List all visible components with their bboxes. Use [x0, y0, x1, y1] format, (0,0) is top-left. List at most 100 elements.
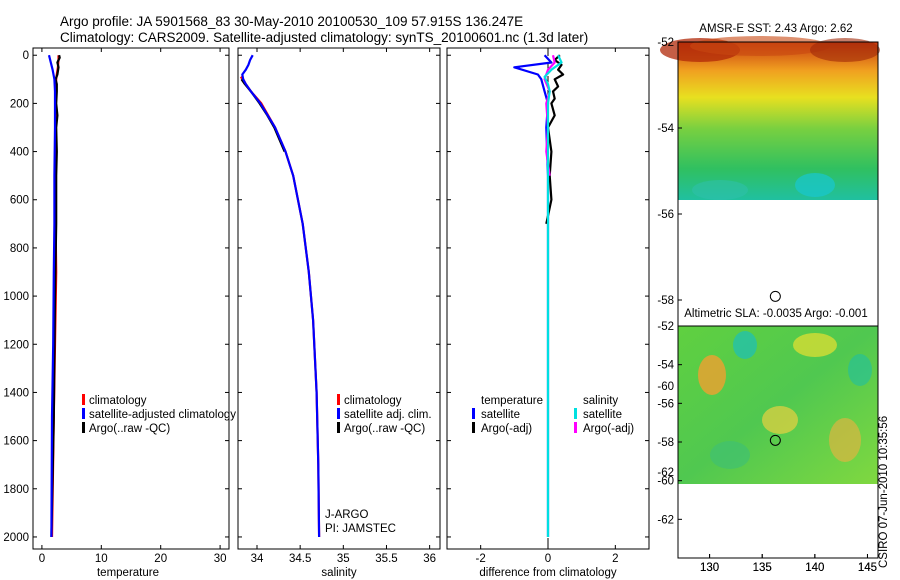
y-tick-label: 1600 — [3, 436, 29, 448]
difference-xlabel: difference from climatology — [479, 567, 616, 579]
map-x-tick-label: 145 — [858, 562, 877, 574]
legend-label-satellite: satellite adj. clim. — [344, 409, 432, 421]
legend-label-satellite: satellite-adjusted climatology — [89, 409, 236, 421]
legend-label-sal-satellite: satellite — [583, 409, 622, 421]
sst-warm-patch — [810, 38, 880, 62]
map-y-tick-label: -62 — [657, 467, 674, 479]
map-y-tick-label: -52 — [657, 37, 674, 49]
salinity-lines — [239, 54, 321, 538]
legend-swatch-sal-argo — [574, 422, 577, 433]
legend-swatch-climatology — [337, 394, 340, 405]
sla-low-patch — [848, 354, 872, 386]
series-temperature-satellite-line — [513, 54, 553, 537]
series-salinity-argo-adj-line — [543, 54, 556, 176]
x-tick-label: -2 — [476, 553, 486, 565]
y-tick-label: 600 — [10, 195, 29, 207]
legend-swatch-temp-argo — [472, 422, 475, 433]
sla-low-patch — [733, 331, 757, 359]
difference-panel: -2 0 2 difference from climatology tempera… — [446, 47, 650, 579]
y-tick-label: 1200 — [3, 339, 29, 351]
sla-high-patch — [793, 333, 837, 357]
salinity-panel: 34 34.5 35 35.5 36 salinity climatology sate… — [237, 47, 441, 579]
difference-ticks: -2 0 2 — [447, 48, 649, 565]
legend-swatch-argo — [337, 422, 340, 433]
sla-high-patch — [762, 406, 798, 434]
map-y-tick-label: -54 — [657, 360, 674, 372]
legend-label-argo: Argo(..raw -QC) — [344, 423, 425, 435]
y-tick-label: 400 — [10, 147, 29, 159]
x-tick-label: 34 — [251, 553, 264, 565]
series-satellite-adjusted-climatology-line — [47, 54, 57, 538]
y-tick-label: 800 — [10, 243, 29, 255]
sla-map-panel: Altimetric SLA: -0.0035 Argo: -0.001 130… — [657, 308, 879, 574]
sst-map-panel: AMSR-E SST: 2.43 Argo: 2.62 130 135 140 145… — [657, 23, 880, 574]
argo-float-marker — [769, 434, 781, 446]
map-x-tick-label: 135 — [753, 562, 772, 574]
profile-title: Argo profile: JA 5901568_83 30-May-2010 … — [60, 14, 524, 29]
map-y-tick-label: -52 — [657, 321, 674, 333]
legend-label-sal-argo: Argo(-adj) — [583, 423, 634, 435]
legend-label-temp-argo: Argo(-adj) — [481, 423, 532, 435]
annotation-pi: PI: JAMSTEC — [325, 523, 396, 535]
sst-field — [660, 36, 880, 200]
salinity-ticks: 34 34.5 35 35.5 36 — [238, 48, 440, 565]
legend-swatch-satellite — [337, 408, 340, 419]
map-x-tick-label: 130 — [700, 562, 719, 574]
map-x-tick-label: 140 — [805, 562, 824, 574]
y-tick-label: 2000 — [3, 532, 29, 544]
argo-float-marker — [769, 290, 781, 302]
legend-swatch-temp-satellite — [472, 408, 475, 419]
x-tick-label: 2 — [612, 553, 618, 565]
map-y-tick-label: -56 — [657, 398, 674, 410]
map-y-tick-label: -58 — [657, 437, 674, 449]
series-argo-raw-qc-line — [50, 54, 61, 538]
sla-high-patch — [829, 418, 861, 462]
series-salinity-satellite-line — [543, 54, 563, 537]
annotation-jargo: J-ARGO — [325, 509, 369, 521]
map-y-tick-label: -58 — [657, 295, 674, 307]
series-satellite-adj-clim-line — [241, 54, 321, 538]
sst-cool-patch — [692, 180, 748, 200]
temperature-axes-frame — [32, 47, 230, 550]
salinity-legend: climatology satellite adj. clim. Argo(..… — [337, 394, 432, 435]
sst-cool-patch — [795, 173, 835, 197]
difference-lines — [513, 54, 565, 537]
x-tick-label: 0 — [39, 553, 45, 565]
map-x-tick-label: 140 — [805, 562, 824, 574]
temperature-legend: climatology satellite-adjusted climatolo… — [82, 394, 236, 435]
legend-header-temperature: temperature — [481, 395, 543, 407]
legend-header-salinity: salinity — [583, 395, 618, 407]
y-tick-label: 200 — [10, 98, 29, 110]
sla-map-ticks: 130 135 140 145-52-54-56-58-60-62 — [657, 321, 877, 574]
y-tick-label: 1000 — [3, 291, 29, 303]
legend-swatch-argo — [82, 422, 85, 433]
x-tick-label: 35.5 — [375, 553, 397, 565]
legend-label-temp-satellite: satellite — [481, 409, 520, 421]
map-y-tick-label: -54 — [657, 123, 674, 135]
sst-map-title: AMSR-E SST: 2.43 Argo: 2.62 — [699, 23, 852, 35]
x-tick-label: 20 — [154, 553, 167, 565]
legend-label-climatology: climatology — [344, 395, 402, 407]
x-tick-label: 35 — [337, 553, 350, 565]
legend-label-climatology: climatology — [89, 395, 147, 407]
x-tick-label: 10 — [95, 553, 108, 565]
map-x-tick-label: 130 — [700, 562, 719, 574]
sla-high-patch — [698, 355, 726, 395]
sla-field — [678, 326, 878, 484]
y-tick-label: 0 — [23, 50, 29, 62]
temperature-lines — [47, 54, 61, 538]
footer-stamp: CSIRO 07-Jun-2010 10:35:56 — [878, 416, 890, 568]
map-y-tick-label: -60 — [657, 476, 674, 488]
series-temperature-argo-adj-line — [545, 54, 565, 225]
sst-warm-patch — [690, 36, 830, 56]
x-tick-label: 30 — [214, 553, 227, 565]
x-tick-label: 0 — [545, 553, 551, 565]
map-y-tick-label: -60 — [657, 381, 674, 393]
legend-swatch-satellite — [82, 408, 85, 419]
sla-map-title: Altimetric SLA: -0.0035 Argo: -0.001 — [684, 308, 867, 320]
sla-low-patch — [710, 441, 750, 469]
legend-label-argo: Argo(..raw -QC) — [89, 423, 170, 435]
sst-map-ticks: 130 135 140 145-52-54-56-58-60-62 — [657, 37, 877, 574]
temperature-ticks: 0 10 20 30 0 200 400 600 800 1000 1200 1400 1600 1800… — [3, 48, 229, 565]
